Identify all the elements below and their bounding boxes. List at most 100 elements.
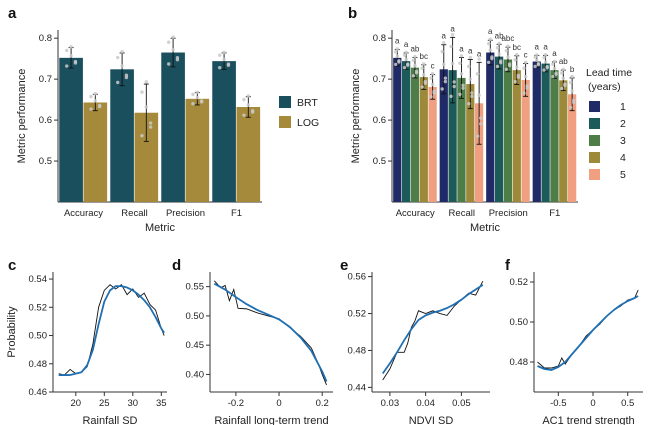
replicate-dot	[443, 76, 448, 80]
legend-label-2: 2	[620, 118, 626, 130]
replicate-dot	[513, 58, 517, 62]
replicate-dot	[535, 53, 539, 57]
replicate-dot	[449, 44, 453, 49]
y-tick-label: 0.7	[373, 74, 386, 85]
replicate-dot	[523, 74, 528, 79]
replicate-dot	[443, 79, 448, 84]
replicate-dot	[93, 91, 98, 96]
replicate-dot	[246, 94, 251, 98]
replicate-dot	[402, 65, 407, 70]
y-tick-label: 0.45	[186, 340, 205, 351]
replicate-dot	[65, 64, 69, 68]
bar-BRT-Recall	[110, 69, 134, 202]
significance-letter: bc	[420, 52, 428, 61]
replicate-dot	[432, 91, 436, 95]
significance-letter: a	[450, 24, 455, 33]
legend-swatch-1	[589, 101, 600, 112]
bar-5-F1	[568, 94, 577, 202]
series-fit-line	[381, 284, 484, 375]
replicate-dot	[552, 66, 557, 71]
replicate-dot	[450, 61, 455, 66]
replicate-dot	[477, 57, 481, 61]
replicate-dot	[488, 48, 492, 52]
replicate-dot	[522, 66, 526, 70]
replicate-dot	[497, 41, 501, 46]
replicate-dot	[479, 122, 483, 126]
significance-letter: a	[459, 44, 464, 53]
replicate-dot	[422, 62, 426, 66]
significance-letter: a	[477, 49, 482, 58]
replicate-dot	[522, 91, 526, 95]
replicate-dot	[459, 54, 464, 58]
x-tick-label: 30	[128, 398, 139, 409]
legend-swatch-BRT	[279, 96, 291, 108]
x-tick-label: 0.5	[621, 398, 634, 409]
replicate-dot	[430, 71, 435, 76]
y-tick-label: 0.8	[373, 33, 386, 44]
replicate-dot	[461, 86, 465, 90]
significance-letter: a	[552, 49, 557, 58]
y-tick-label: 0.56	[348, 272, 367, 283]
replicate-dot	[495, 46, 500, 50]
bar-1-F1	[532, 61, 541, 203]
significance-letter: c	[524, 51, 528, 60]
y-tick-label: 0.46	[29, 387, 48, 398]
replicate-dot	[506, 55, 510, 59]
x-tick-label: 20	[71, 398, 82, 409]
replicate-dot	[543, 53, 548, 57]
panel-label-c: c	[8, 257, 16, 274]
bar-5-Precision	[521, 79, 530, 202]
y-tick-label: 0.40	[186, 369, 205, 380]
replicate-dot	[144, 80, 149, 84]
legend-swatch-4	[589, 152, 600, 163]
replicate-dot	[504, 67, 509, 72]
bar-BRT-F1	[212, 61, 236, 202]
significance-letter: bc	[513, 43, 521, 52]
replicate-dot	[402, 53, 407, 57]
legend-title: Lead time	[586, 67, 632, 79]
y-tick-label: 0.48	[348, 345, 367, 356]
y-tick-label: 0.52	[510, 277, 529, 288]
panel-label-f: f	[505, 257, 511, 274]
significance-letter: abc	[501, 34, 514, 43]
replicate-dot	[563, 83, 567, 88]
bar-5-Accuracy	[428, 86, 437, 202]
replicate-dot	[497, 52, 501, 56]
x-tick-label: 0	[276, 398, 281, 409]
replicate-dot	[144, 105, 149, 109]
bar-4-Accuracy	[419, 77, 428, 202]
x-tick-label: Accuracy	[64, 208, 103, 219]
panel-a: 0.5 0.6 0.7 0.8 Accuracy Recall Precision F1 Met…	[16, 30, 319, 234]
replicate-dot	[422, 72, 426, 77]
replicate-dot	[167, 62, 171, 66]
replicate-dot	[461, 83, 465, 87]
replicate-dot	[140, 133, 144, 138]
replicate-dot	[199, 100, 204, 104]
replicate-dot	[449, 94, 453, 99]
replicate-dot	[191, 102, 195, 106]
replicate-dot	[171, 47, 175, 52]
replicate-dot	[442, 62, 446, 67]
replicate-dot	[452, 80, 456, 84]
replicate-dot	[246, 103, 251, 107]
legend-label-4: 4	[620, 152, 626, 164]
y-tick-label: 0.5	[373, 156, 386, 167]
bar-3-Accuracy	[410, 67, 420, 202]
panel-d: 0.40 0.45 0.50 0.55 -0.2 0 0.2 Rainfall long-te…	[186, 272, 333, 425]
bar-4-Precision	[512, 70, 521, 202]
replicate-dot	[479, 116, 483, 120]
x-tick-label: Recall	[121, 208, 147, 219]
x-tick-label: F1	[549, 208, 560, 219]
replicate-dot	[535, 58, 539, 63]
replicate-dot	[167, 40, 171, 44]
replicate-dot	[191, 92, 195, 97]
replicate-dot	[222, 57, 226, 62]
replicate-dot	[466, 64, 471, 69]
replicate-dot	[486, 60, 491, 65]
replicate-dot	[395, 47, 399, 51]
bar-3-F1	[550, 70, 559, 202]
y-tick-label: 0.6	[373, 115, 386, 126]
legend-label-BRT: BRT	[297, 97, 318, 109]
bar-LOG-F1	[236, 106, 261, 202]
replicate-dot	[89, 94, 93, 99]
